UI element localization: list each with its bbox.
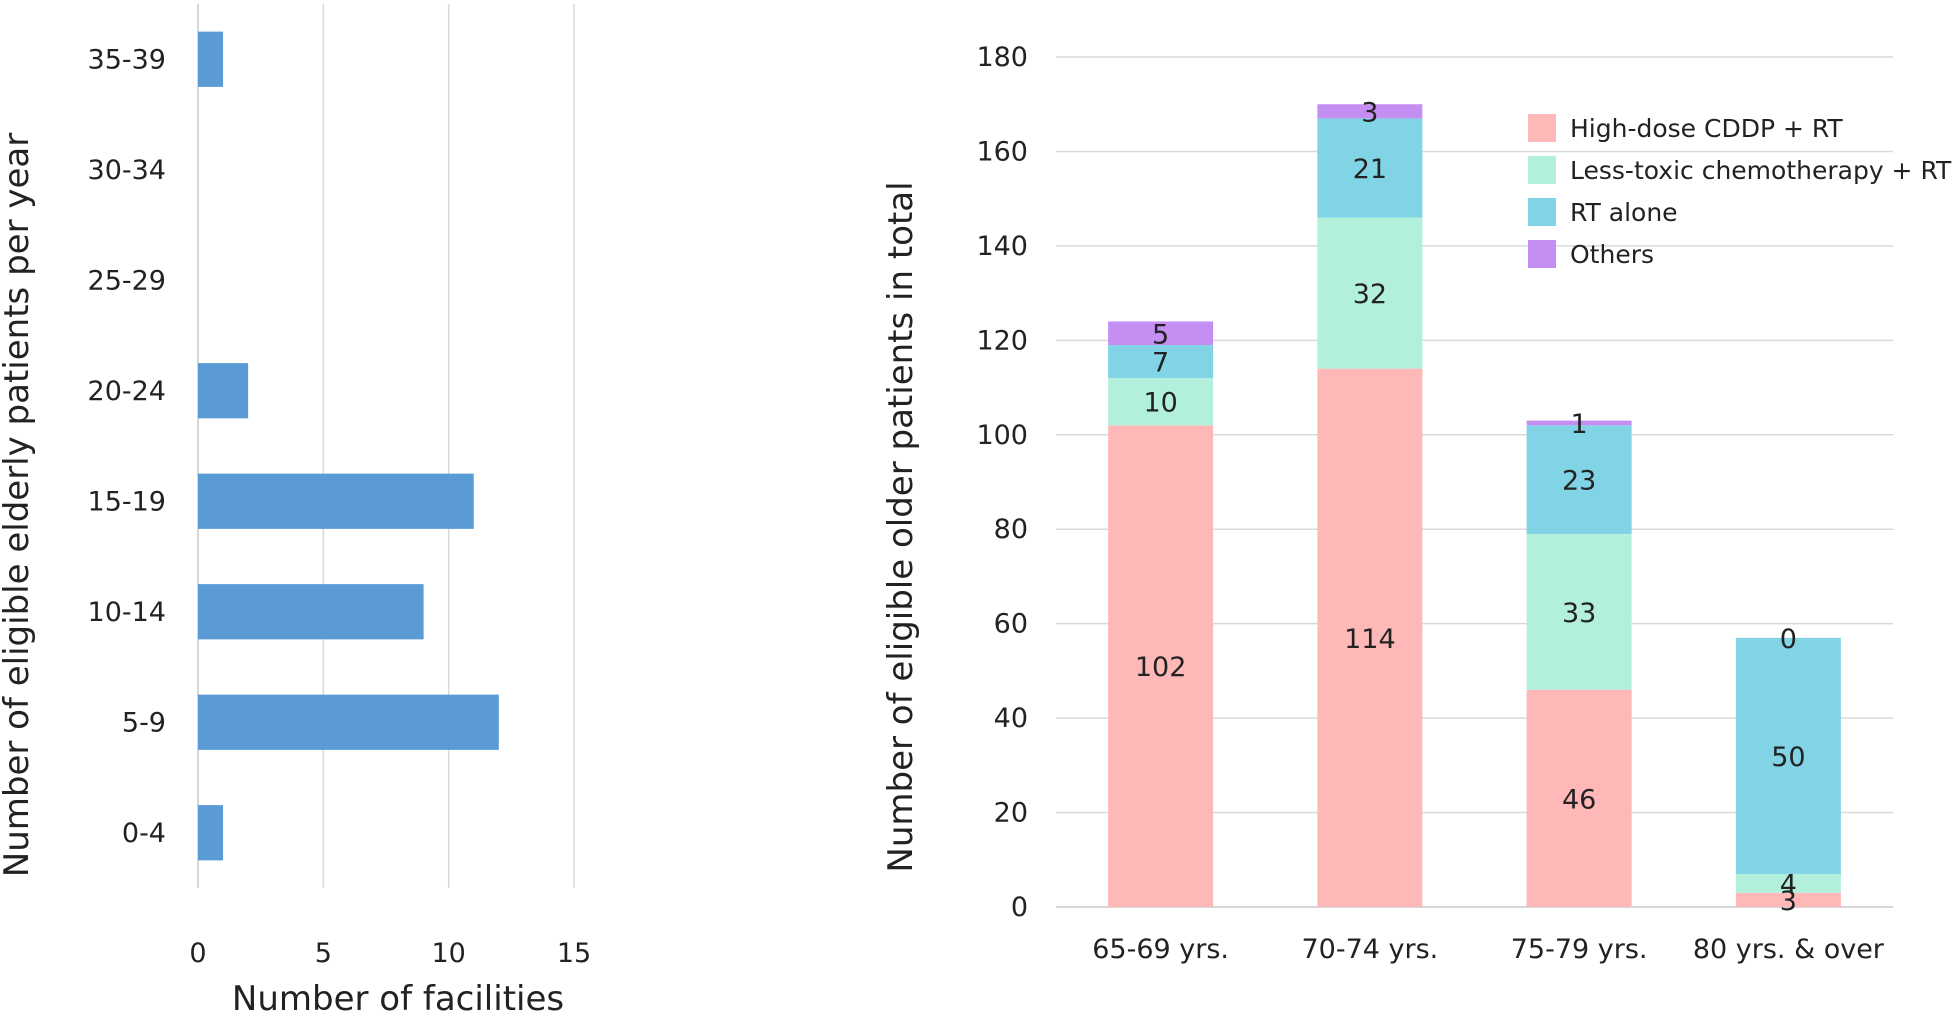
segment-Less-toxic chemotherapy + RT (1735, 873, 1841, 893)
legend: High-dose CDDP + RT Less-toxic chemothera… (1528, 114, 1952, 269)
segment-Less-toxic chemotherapy + RT (1108, 378, 1214, 426)
legend-label: Less-toxic chemotherapy + RT (1570, 156, 1952, 185)
data-label: 50 (1771, 742, 1805, 773)
data-label: 1 (1571, 409, 1588, 440)
segment-RT alone (1108, 345, 1214, 379)
segment-High-dose CDDP + RT (1526, 689, 1632, 907)
segment-Less-toxic chemotherapy + RT (1526, 533, 1632, 690)
left-gridlines (197, 4, 575, 888)
x-tick-label: 75-79 yrs. (1511, 934, 1648, 965)
y-tick-label: 140 (976, 231, 1028, 262)
y-tick-label: 35-39 (88, 44, 166, 75)
right-bars (1108, 104, 1841, 908)
data-label: 21 (1353, 154, 1387, 185)
bar-0-4 (198, 805, 224, 861)
segment-High-dose CDDP + RT (1108, 425, 1214, 907)
left-y-tick-labels: 0-4 5-9 10-14 15-19 20-24 25-29 30-34 35-39 (88, 44, 166, 849)
left-bar-chart: 0-4 5-9 10-14 15-19 20-24 25-29 30-34 35-39 0 5 1… (0, 4, 591, 1016)
y-tick-label: 120 (976, 325, 1028, 356)
x-tick-label: 5 (315, 938, 332, 969)
y-tick-label: 15-19 (88, 486, 166, 517)
y-tick-label: 180 (976, 42, 1028, 73)
right-y-axis-title: Number of eligible older patients in tot… (881, 181, 921, 872)
x-tick-label: 10 (431, 938, 465, 969)
bar-10-14 (198, 584, 424, 640)
legend-label: Others (1570, 240, 1654, 269)
y-tick-label: 60 (994, 609, 1028, 640)
y-tick-label: 20 (994, 798, 1028, 829)
y-tick-label: 5-9 (122, 707, 166, 738)
left-bars (198, 31, 499, 861)
y-tick-label: 0 (1011, 892, 1028, 923)
x-tick-label: 0 (189, 938, 206, 969)
bar-5-9 (198, 694, 499, 750)
y-tick-label: 20-24 (88, 376, 166, 407)
legend-label: RT alone (1570, 198, 1678, 227)
y-tick-label: 25-29 (88, 265, 166, 296)
data-label: 5 (1152, 319, 1169, 350)
left-x-axis-title: Number of facilities (232, 979, 564, 1016)
segment-Others (1526, 420, 1632, 426)
data-label: 32 (1353, 279, 1387, 310)
segment-High-dose CDDP + RT (1735, 892, 1841, 907)
legend-swatch (1528, 114, 1556, 142)
right-x-tick-labels: 65-69 yrs. 70-74 yrs. 75-79 yrs. 80 yrs. & … (1092, 934, 1885, 965)
legend-swatch (1528, 156, 1556, 184)
x-tick-label: 80 yrs. & over (1693, 934, 1885, 965)
y-tick-label: 100 (976, 420, 1028, 451)
y-tick-label: 80 (994, 514, 1028, 545)
x-tick-label: 15 (557, 938, 591, 969)
y-tick-label: 0-4 (122, 818, 166, 849)
data-label: 7 (1152, 348, 1169, 379)
data-label: 33 (1562, 598, 1596, 629)
segment-High-dose CDDP + RT (1317, 368, 1423, 908)
segment-RT alone (1317, 118, 1423, 218)
data-label: 4 (1780, 869, 1797, 900)
data-label: 114 (1344, 624, 1396, 655)
segment-RT alone (1526, 425, 1632, 534)
data-label: 23 (1562, 466, 1596, 497)
segment-Less-toxic chemotherapy + RT (1317, 217, 1423, 369)
y-tick-label: 30-34 (88, 155, 166, 186)
segment-Others (1108, 321, 1214, 346)
x-tick-label: 70-74 yrs. (1301, 934, 1438, 965)
data-label: 0 (1780, 624, 1797, 655)
legend-swatch (1528, 240, 1556, 268)
y-tick-label: 40 (994, 703, 1028, 734)
data-label: 10 (1143, 388, 1177, 419)
left-y-axis-title: Number of eligible elderly patients per … (0, 133, 37, 877)
bar-35-39 (198, 31, 224, 87)
segment-Others (1317, 104, 1423, 119)
bar-20-24 (198, 363, 249, 419)
data-label: 3 (1780, 886, 1797, 917)
x-tick-label: 65-69 yrs. (1092, 934, 1229, 965)
y-tick-label: 10-14 (88, 597, 166, 628)
legend-swatch (1528, 198, 1556, 226)
legend-label: High-dose CDDP + RT (1570, 114, 1843, 143)
segment-RT alone (1735, 637, 1841, 874)
right-y-tick-labels: 0 20 40 60 80 100 120 140 160 180 (976, 42, 1028, 923)
left-x-tick-labels: 0 5 10 15 (189, 938, 591, 969)
bar-15-19 (198, 473, 474, 529)
y-tick-label: 160 (976, 136, 1028, 167)
data-label: 3 (1361, 97, 1378, 128)
data-label: 102 (1135, 652, 1187, 683)
data-label: 46 (1562, 784, 1596, 815)
